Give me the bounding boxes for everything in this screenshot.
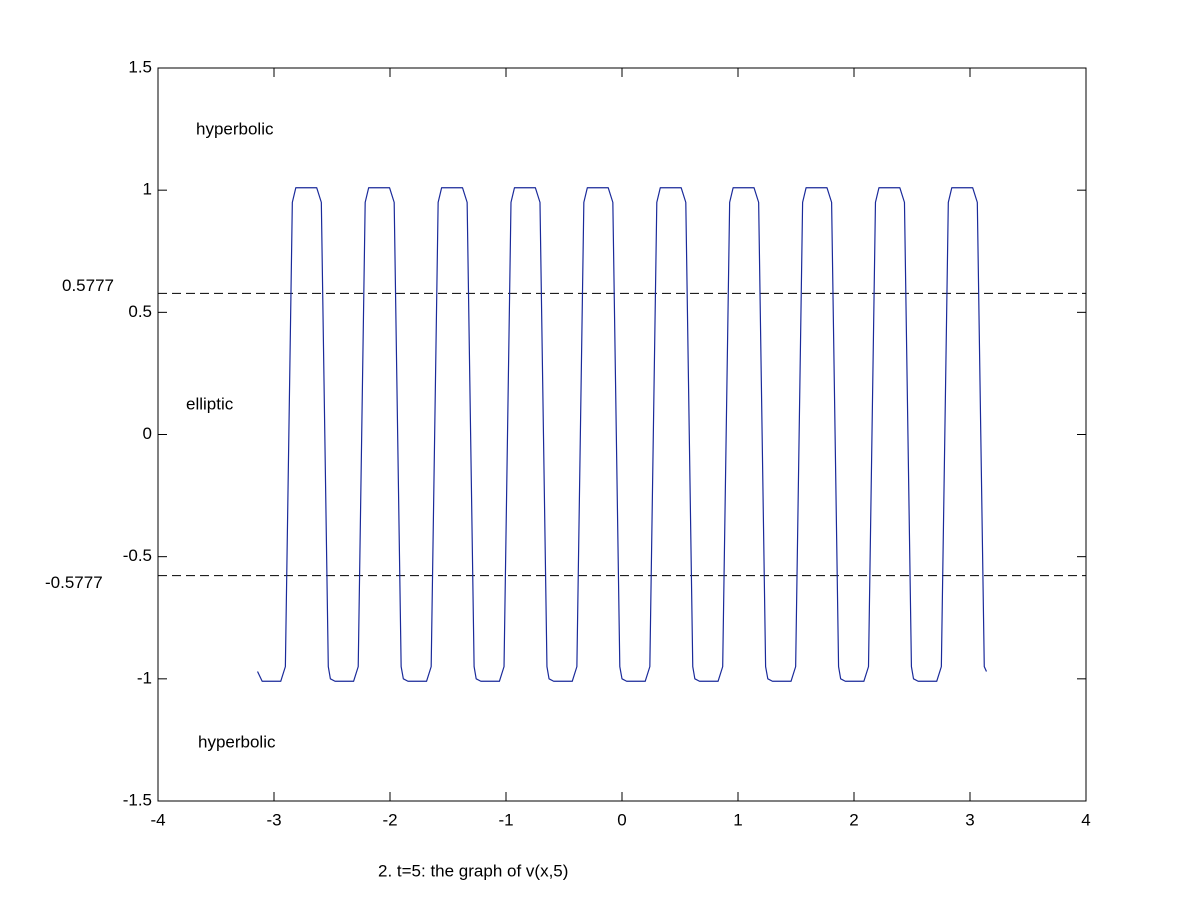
x-tick-label: 1 [733, 810, 742, 829]
annotation: elliptic [186, 394, 234, 413]
annotation: hyperbolic [198, 732, 276, 751]
annotation: hyperbolic [196, 119, 274, 138]
x-axis-label: 2. t=5: the graph of v(x,5) [378, 861, 568, 880]
x-tick-label: 0 [617, 810, 626, 829]
reference-line-label: -0.5777 [45, 573, 103, 592]
data-line [256, 187, 988, 682]
y-tick-label: 0.5 [128, 302, 152, 321]
reference-line-label: 0.5777 [62, 276, 114, 295]
x-tick-label: -2 [382, 810, 397, 829]
y-tick-label: 1.5 [128, 57, 152, 76]
x-tick-label: 4 [1081, 810, 1090, 829]
y-tick-label: -0.5 [123, 546, 152, 565]
x-tick-label: -3 [266, 810, 281, 829]
y-tick-label: 1 [143, 180, 152, 199]
y-tick-label: -1.5 [123, 790, 152, 809]
y-tick-label: -1 [137, 668, 152, 687]
x-tick-label: -1 [498, 810, 513, 829]
x-tick-label: 3 [965, 810, 974, 829]
x-tick-label: 2 [849, 810, 858, 829]
y-tick-label: 0 [143, 424, 152, 443]
x-tick-label: -4 [150, 810, 165, 829]
